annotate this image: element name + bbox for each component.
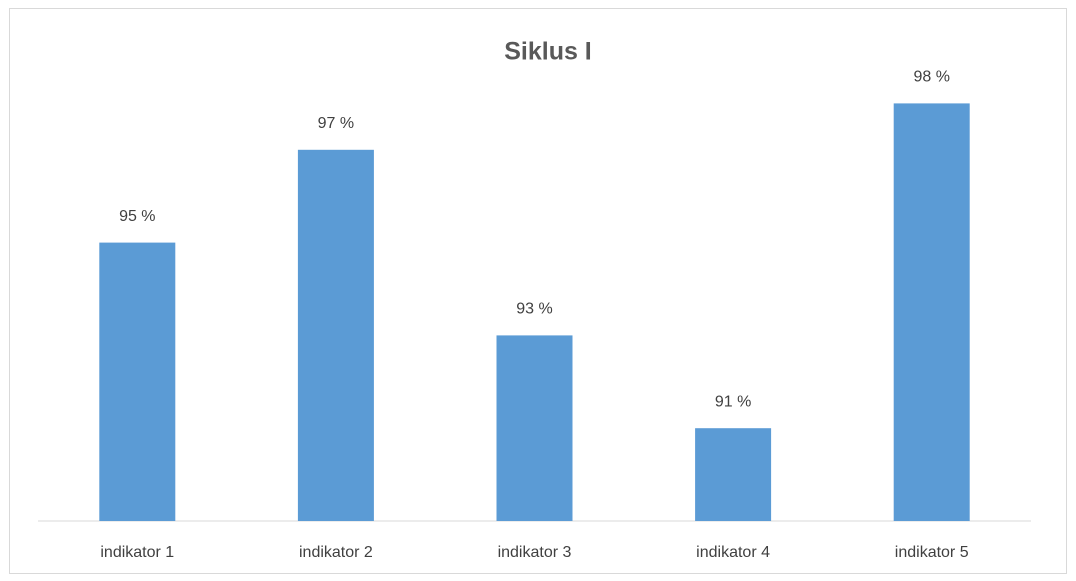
bar (496, 335, 573, 521)
x-tick-label: indikator 2 (299, 544, 373, 561)
data-label: 91 % (715, 393, 751, 410)
data-label: 98 % (913, 69, 949, 86)
bar (695, 428, 772, 521)
x-tick-label: indikator 3 (498, 544, 572, 561)
data-label: 95 % (119, 208, 155, 225)
bar (297, 149, 374, 522)
x-tick-label: indikator 5 (895, 544, 969, 561)
data-label: 97 % (318, 115, 354, 132)
bar (893, 103, 970, 522)
bar (99, 242, 176, 521)
chart-title: Siklus I (504, 38, 592, 66)
data-label: 93 % (516, 301, 552, 318)
x-tick-label: indikator 1 (100, 544, 174, 561)
x-tick-label: indikator 4 (696, 544, 770, 561)
